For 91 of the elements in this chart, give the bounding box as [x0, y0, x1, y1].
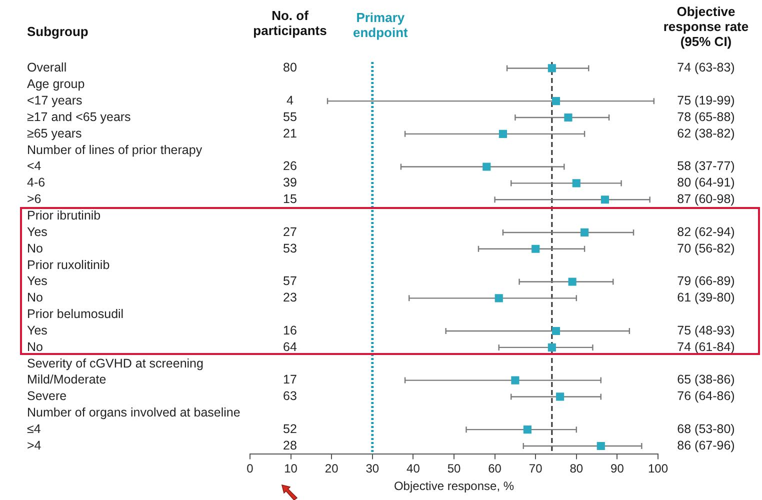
data-label: 87 (60-98) — [677, 192, 735, 206]
x-tick-label: 70 — [528, 462, 543, 476]
y-tick-label: Number of organs involved at baseline — [27, 406, 240, 420]
data-label: 76 (64-86) — [677, 389, 735, 404]
annotation: 17 — [283, 372, 297, 387]
data-label: 68 (53-80) — [677, 422, 735, 436]
annotation: 28 — [283, 438, 297, 452]
y-tick-label: ≤4 — [27, 422, 41, 436]
y-tick-label: Mild/Moderate — [27, 372, 106, 387]
y-tick-label: No — [27, 340, 44, 354]
annotation: 57 — [283, 274, 297, 288]
point — [580, 228, 589, 236]
annotation: 53 — [283, 241, 297, 256]
annotation: 39 — [283, 176, 297, 190]
point — [572, 179, 580, 188]
data-label: 62 (38-82) — [677, 126, 735, 140]
data-label: 86 (67-96) — [677, 438, 735, 452]
y-tick-label: Prior ibrutinib — [27, 208, 101, 222]
point — [552, 97, 560, 106]
y-tick-label: Prior ruxolitinib — [27, 258, 110, 272]
text: No. of participants — [252, 8, 328, 38]
ref-line-label: Primary endpoint — [352, 10, 408, 40]
y-tick-label: Yes — [27, 224, 48, 239]
annotation: 26 — [283, 159, 297, 174]
annotation: 55 — [283, 110, 297, 124]
point — [532, 244, 540, 253]
x-tick-label: 100 — [648, 462, 668, 476]
y-tick-label: Prior belumosudil — [27, 307, 124, 322]
y-tick-label: Age group — [27, 77, 85, 92]
y-tick-label: >6 — [27, 192, 42, 206]
data-label: 79 (66-89) — [677, 274, 735, 288]
annotation: 64 — [283, 340, 297, 354]
point — [498, 130, 507, 138]
point — [564, 113, 572, 122]
data-label: 75 (19-99) — [677, 94, 735, 108]
point — [548, 343, 556, 352]
x-tick-label: 40 — [406, 462, 420, 476]
y-tick-label: No — [27, 290, 44, 305]
y-tick-label: ≥17 and <65 years — [27, 110, 131, 124]
data-label: 80 (64-91) — [677, 176, 735, 190]
annotation: 4 — [286, 94, 294, 108]
y-tick-label: Yes — [27, 323, 48, 338]
text: Subgroup — [27, 24, 90, 39]
data-label: 61 (39-80) — [677, 290, 735, 305]
annotation: 15 — [283, 192, 297, 206]
y-tick-label: <17 years — [27, 94, 82, 108]
x-tick-label: 0 — [246, 462, 254, 476]
data-label: 70 (56-82) — [677, 241, 735, 256]
data-label: 65 (38-86) — [677, 372, 735, 387]
point — [552, 326, 560, 336]
point — [511, 376, 520, 384]
y-tick-label: <4 — [27, 159, 42, 174]
x-tick-label: 10 — [284, 462, 298, 476]
y-tick-label: 4-6 — [27, 176, 46, 190]
annotation: 63 — [283, 389, 297, 404]
point — [482, 162, 491, 171]
y-tick-label: >4 — [27, 438, 42, 452]
x-tick-label: 20 — [324, 462, 339, 476]
data-label: 74 (63-83) — [677, 60, 735, 75]
x-tick-label: 80 — [570, 462, 584, 476]
annotation: 27 — [283, 224, 297, 239]
point — [548, 64, 556, 72]
annotation: 52 — [283, 422, 297, 436]
y-tick-label: Number of lines of prior therapy — [27, 142, 203, 157]
data-label: 74 (61-84) — [677, 340, 735, 354]
x-axis-title: Objective response, % — [394, 479, 514, 494]
x-tick-label: 90 — [610, 462, 624, 476]
data-label: 78 (65-88) — [677, 110, 735, 124]
text: Objective response rate (95% CI) — [662, 4, 750, 49]
annotation: 23 — [283, 290, 297, 305]
x-tick-label: 60 — [488, 462, 502, 476]
point — [600, 196, 609, 204]
annotation: 21 — [283, 126, 297, 140]
y-tick-label: Severity of cGVHD at screening — [27, 356, 204, 370]
annotation: 16 — [283, 323, 297, 338]
point — [568, 278, 576, 286]
data-label: 82 (62-94) — [677, 224, 735, 239]
point — [596, 442, 605, 450]
y-tick-label: Yes — [27, 274, 48, 288]
point — [556, 392, 564, 401]
y-tick-label: Severe — [27, 389, 67, 404]
y-tick-label: No — [27, 241, 44, 256]
point — [523, 426, 532, 434]
y-tick-label: Overall — [27, 60, 67, 75]
y-tick-label: ≥65 years — [27, 126, 82, 140]
annotation: 80 — [283, 60, 297, 75]
point — [494, 294, 503, 302]
data-label: 75 (48-93) — [677, 323, 735, 338]
x-tick-label: 30 — [366, 462, 380, 476]
x-tick-label: 50 — [447, 462, 461, 476]
data-label: 58 (37-77) — [677, 159, 735, 174]
